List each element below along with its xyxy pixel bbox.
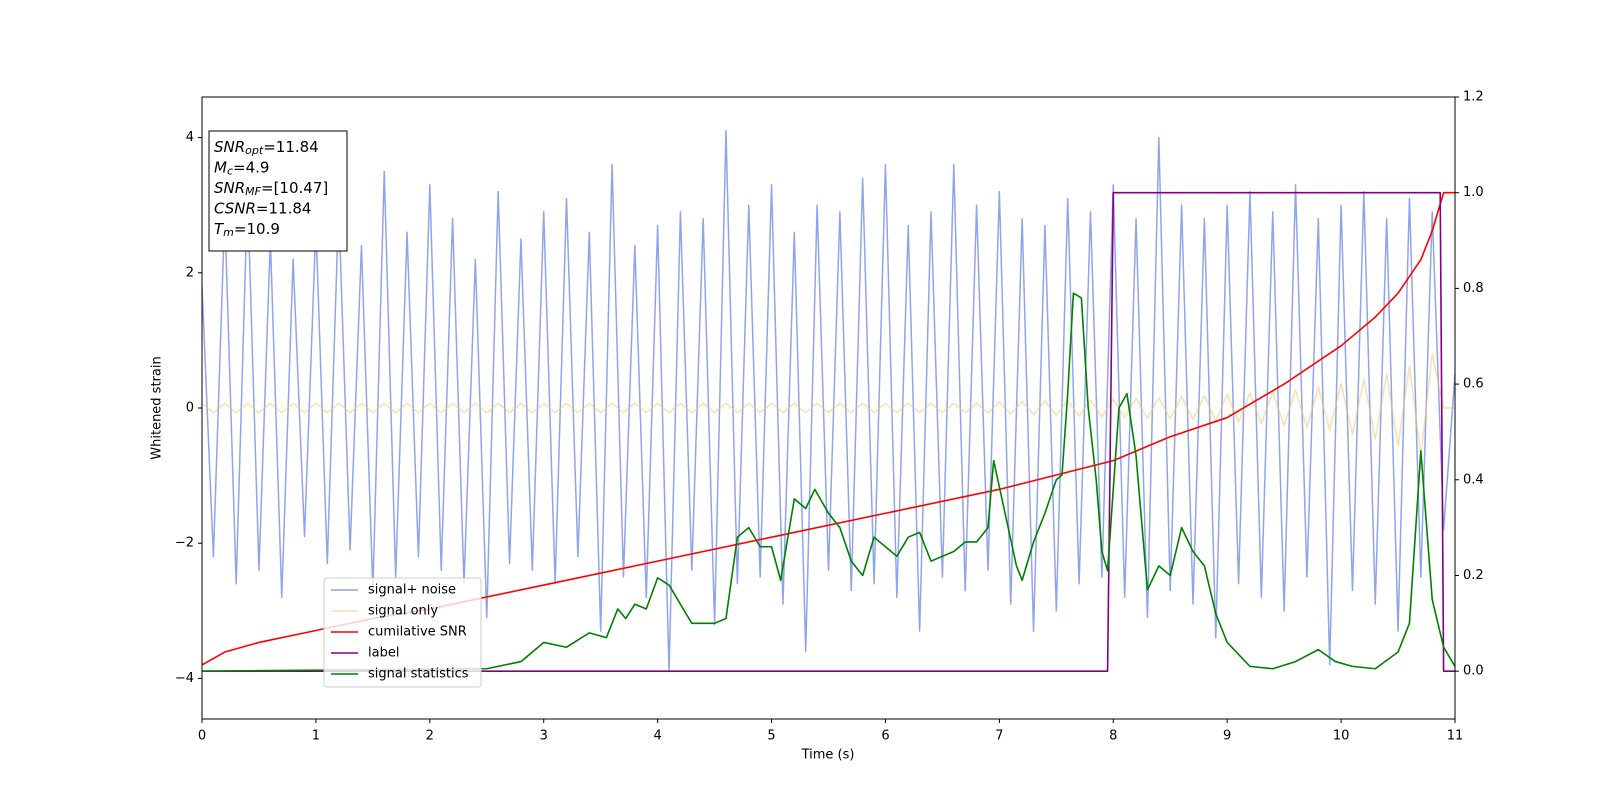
legend-label: label <box>368 646 399 661</box>
legend-label: signal statistics <box>368 667 469 682</box>
annotation-frame <box>208 130 348 252</box>
annotation-box: SNRopt=11.84Mc=4.9SNRMF=[10.47]CSNR=11.8… <box>208 130 348 252</box>
x-tick-label: 10 <box>1333 729 1350 744</box>
y2-tick-label: 0.8 <box>1463 281 1484 296</box>
y-tick-label: 2 <box>186 265 194 280</box>
x-tick-label: 1 <box>312 729 320 744</box>
annotation-subscript: m <box>223 226 234 239</box>
annotation-text: SNRopt=11.84 <box>214 138 319 158</box>
y2-tick-label: 0.2 <box>1463 568 1484 583</box>
annotation-subscript: opt <box>245 144 264 157</box>
annotation-symbol: T <box>214 220 225 238</box>
annotation-text: Tm=10.9 <box>214 220 280 240</box>
x-tick-label: 9 <box>1223 729 1231 744</box>
y-tick-label: −4 <box>175 671 194 686</box>
series-line <box>202 353 1455 457</box>
annotation-symbol: SNR <box>214 138 245 156</box>
x-tick-label: 3 <box>540 729 548 744</box>
annotation-value: =11.84 <box>256 199 312 217</box>
x-tick-label: 2 <box>426 729 434 744</box>
y-tick-label: 0 <box>186 401 194 416</box>
annotation-subscript: c <box>227 165 233 178</box>
x-tick-label: 5 <box>767 729 775 744</box>
annotation-text: Mc=4.9 <box>214 158 269 178</box>
y2-tick-label: 1.2 <box>1463 90 1484 105</box>
annotation-symbol: M <box>214 158 227 176</box>
y2-tick-label: 1.0 <box>1463 185 1484 200</box>
series-line <box>202 191 1455 672</box>
legend-label: cumilative SNR <box>368 625 467 640</box>
y2-tick-label: 0.0 <box>1463 664 1484 679</box>
legend: signal+ noise signal only cumilative SNR la… <box>323 577 482 688</box>
y-tick-label: −2 <box>175 536 194 551</box>
x-tick-label: 7 <box>995 729 1003 744</box>
annotation-value: =4.9 <box>233 158 269 176</box>
series-line <box>202 130 1455 673</box>
y-tick-label: 4 <box>186 130 194 145</box>
annotation-value: =[10.47] <box>261 179 328 197</box>
annotation-symbol: CSNR <box>214 199 256 217</box>
annotation-symbol: SNR <box>214 179 245 197</box>
x-tick-label: 0 <box>198 729 206 744</box>
y2-tick-label: 0.6 <box>1463 377 1484 392</box>
annotation-value: =10.9 <box>234 220 280 238</box>
annotation-value: =11.84 <box>263 138 319 156</box>
x-tick-label: 8 <box>1109 729 1117 744</box>
legend-label: signal+ noise <box>368 583 456 598</box>
legend-frame <box>323 577 482 688</box>
annotation-text: CSNR=11.84 <box>214 199 311 217</box>
annotation-text: SNRMF=[10.47] <box>214 179 328 199</box>
x-tick-label: 6 <box>881 729 889 744</box>
x-tick-label: 4 <box>653 729 661 744</box>
x-tick-label: 11 <box>1447 729 1464 744</box>
legend-label: signal only <box>368 604 438 619</box>
x-axis-label: Time (s) <box>801 748 855 763</box>
series-line <box>202 292 1455 672</box>
annotation-subscript: MF <box>245 185 261 198</box>
y-axis-label: Whitened strain <box>150 356 165 459</box>
y2-tick-label: 0.4 <box>1463 472 1484 487</box>
